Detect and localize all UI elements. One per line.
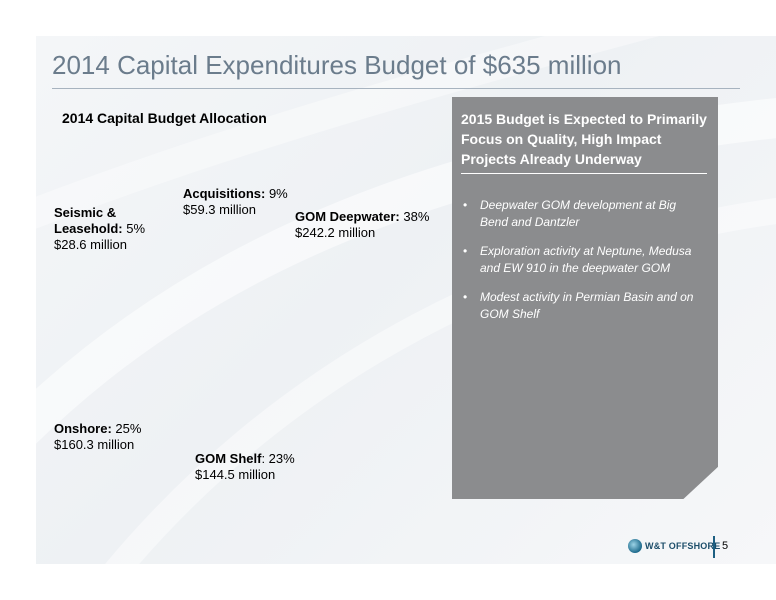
bullet-marker: •	[463, 198, 468, 212]
label-gom-deepwater: GOM Deepwater: 38% $242.2 million	[295, 209, 429, 241]
label-acquisitions: Acquisitions: 9% $59.3 million	[183, 186, 288, 218]
title-divider	[52, 88, 740, 89]
footer-divider	[713, 536, 715, 558]
label-acquisitions-name: Acquisitions:	[183, 186, 266, 201]
label-gom-shelf-name: GOM Shelf	[195, 451, 262, 466]
panel-bullet-list: • Deepwater GOM development at Big Bend a…	[460, 197, 704, 335]
bullet-marker: •	[463, 244, 468, 258]
logo-wordmark: W&T OFFSHORE	[645, 541, 721, 551]
label-gom-deepwater-percent: 38%	[399, 209, 430, 224]
bullet-text: Modest activity in Permian Basin and on …	[480, 290, 694, 321]
label-onshore-percent: 25%	[111, 421, 142, 436]
label-seismic-percent: 5%	[122, 221, 146, 236]
page-number: 5	[722, 540, 729, 552]
label-seismic-name-line1: Seismic &	[54, 205, 117, 220]
label-seismic-name-line2: Leasehold:	[54, 221, 123, 236]
logo-globe-icon	[628, 539, 642, 553]
company-logo: W&T OFFSHORE	[628, 537, 720, 555]
slide-title: 2014 Capital Expenditures Budget of $635…	[52, 50, 622, 80]
chart-title: 2014 Capital Budget Allocation	[62, 110, 267, 126]
panel-divider	[461, 173, 707, 174]
label-onshore-name: Onshore:	[54, 421, 112, 436]
bullet-item: • Modest activity in Permian Basin and on…	[460, 289, 704, 323]
label-gom-deepwater-name: GOM Deepwater:	[295, 209, 400, 224]
bullet-marker: •	[463, 290, 468, 304]
label-gom-deepwater-amount: $242.2 million	[295, 225, 376, 240]
label-seismic-amount: $28.6 million	[54, 237, 127, 252]
label-gom-shelf: GOM Shelf: 23% $144.5 million	[195, 451, 295, 483]
label-onshore-amount: $160.3 million	[54, 437, 135, 452]
panel-heading: 2015 Budget is Expected to Primarily Foc…	[461, 111, 707, 167]
bullet-text: Exploration activity at Neptune, Medusa …	[480, 244, 692, 275]
label-gom-shelf-percent: : 23%	[261, 451, 295, 466]
label-acquisitions-percent: 9%	[265, 186, 288, 201]
bullet-item: • Deepwater GOM development at Big Bend a…	[460, 197, 704, 231]
label-seismic-leasehold: Seismic & Leasehold: 5% $28.6 million	[54, 205, 145, 253]
label-acquisitions-amount: $59.3 million	[183, 202, 256, 217]
label-gom-shelf-amount: $144.5 million	[195, 467, 276, 482]
focus-panel: 2015 Budget is Expected to Primarily Foc…	[452, 97, 718, 499]
bullet-item: • Exploration activity at Neptune, Medusa…	[460, 243, 704, 277]
bullet-text: Deepwater GOM development at Big Bend an…	[480, 198, 677, 229]
label-onshore: Onshore: 25% $160.3 million	[54, 421, 141, 453]
